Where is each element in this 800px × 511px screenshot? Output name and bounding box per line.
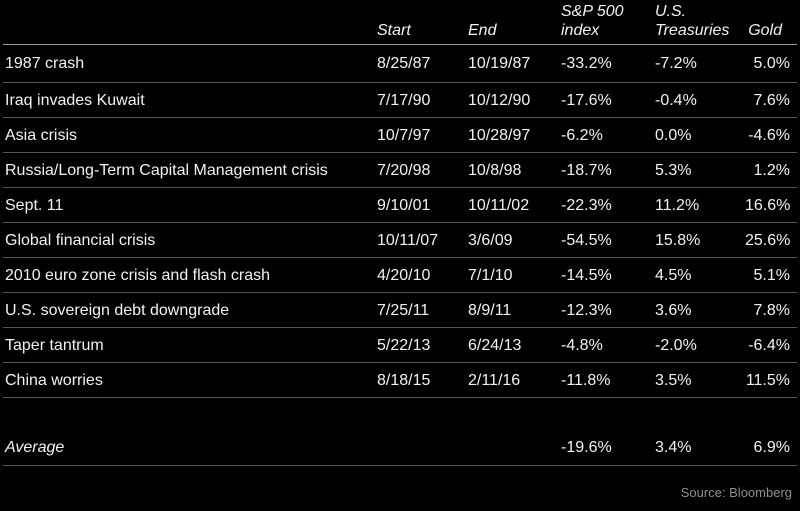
average-sp500-cell: -19.6% <box>561 439 612 456</box>
end-date-cell: 8/9/11 <box>468 301 512 319</box>
table-row: China worries 8/18/15 2/11/16 -11.8% 3.5… <box>3 363 797 398</box>
average-treasuries-cell: 3.4% <box>655 439 692 456</box>
crisis-returns-table: Start End S&P 500 index U.S. Treasuries … <box>3 0 797 466</box>
table-row: Global financial crisis 10/11/07 3/6/09 … <box>3 223 797 258</box>
end-date-cell: 10/28/97 <box>468 126 531 144</box>
event-cell: Asia crisis <box>5 126 78 144</box>
event-cell: 2010 euro zone crisis and flash crash <box>5 266 271 284</box>
gold-cell: 5.1% <box>753 266 790 284</box>
gold-cell: -4.6% <box>748 126 790 144</box>
end-date-cell: 2/11/16 <box>468 371 521 389</box>
start-date-cell: 8/25/87 <box>377 55 431 72</box>
table-row: Asia crisis 10/7/97 10/28/97 -6.2% 0.0% … <box>3 118 797 153</box>
treasuries-cell: 0.0% <box>655 126 692 144</box>
event-cell: Iraq invades Kuwait <box>5 91 145 109</box>
header-sp500-index: S&P 500 index <box>561 3 624 39</box>
table-row: Russia/Long-Term Capital Management cris… <box>3 153 797 188</box>
source-credit: Source: Bloomberg <box>680 485 792 500</box>
start-date-cell: 7/25/11 <box>377 301 430 319</box>
sp500-cell: -12.3% <box>561 301 612 319</box>
gold-cell: 7.8% <box>753 301 790 319</box>
gold-cell: 7.6% <box>753 91 790 109</box>
start-date-cell: 10/7/97 <box>377 126 431 144</box>
event-cell: China worries <box>5 371 103 389</box>
header-end: End <box>468 22 497 39</box>
header-gold: Gold <box>748 22 782 39</box>
sp500-cell: -33.2% <box>561 55 612 72</box>
sp500-cell: -4.8% <box>561 336 603 354</box>
header-us-treasuries: U.S. Treasuries <box>655 3 730 39</box>
sp500-cell: -22.3% <box>561 196 612 214</box>
treasuries-cell: 4.5% <box>655 266 692 284</box>
average-gold-cell: 6.9% <box>753 439 790 456</box>
event-cell: U.S. sovereign debt downgrade <box>5 301 230 319</box>
start-date-cell: 7/17/90 <box>377 91 431 109</box>
average-label: Average <box>5 439 65 456</box>
end-date-cell: 10/19/87 <box>468 55 531 72</box>
table-row: Sept. 11 9/10/01 10/11/02 -22.3% 11.2% 1… <box>3 188 797 223</box>
gold-cell: -6.4% <box>748 336 790 354</box>
event-cell: Sept. 11 <box>5 196 64 214</box>
sp500-cell: -11.8% <box>561 371 611 389</box>
table-row: 2010 euro zone crisis and flash crash 4/… <box>3 258 797 293</box>
sp500-cell: -54.5% <box>561 231 612 249</box>
gold-cell: 1.2% <box>753 161 790 179</box>
end-date-cell: 7/1/10 <box>468 266 513 284</box>
end-date-cell: 10/8/98 <box>468 161 522 179</box>
header-start: Start <box>377 22 411 39</box>
event-cell: Global financial crisis <box>5 231 156 249</box>
end-date-cell: 10/11/02 <box>468 196 530 214</box>
end-date-cell: 10/12/90 <box>468 91 531 109</box>
start-date-cell: 4/20/10 <box>377 266 431 284</box>
end-date-cell: 3/6/09 <box>468 231 513 249</box>
table-row: 1987 crash 8/25/87 10/19/87 -33.2% -7.2%… <box>3 45 797 83</box>
start-date-cell: 9/10/01 <box>377 196 431 214</box>
gold-cell: 16.6% <box>745 196 791 214</box>
treasuries-cell: -7.2% <box>655 55 697 72</box>
event-cell: 1987 crash <box>5 55 85 72</box>
treasuries-cell: 3.6% <box>655 301 692 319</box>
treasuries-cell: 11.2% <box>655 196 700 214</box>
treasuries-cell: -2.0% <box>655 336 697 354</box>
treasuries-cell: 15.8% <box>655 231 701 249</box>
treasuries-cell: 3.5% <box>655 371 692 389</box>
treasuries-cell: -0.4% <box>655 91 697 109</box>
event-cell: Taper tantrum <box>5 336 104 354</box>
sp500-cell: -14.5% <box>561 266 612 284</box>
average-row: Average -19.6% 3.4% 6.9% <box>3 430 797 466</box>
start-date-cell: 8/18/15 <box>377 371 431 389</box>
gold-cell: 25.6% <box>745 231 791 249</box>
sp500-cell: -18.7% <box>561 161 612 179</box>
event-cell: Russia/Long-Term Capital Management cris… <box>5 161 328 179</box>
table-row: U.S. sovereign debt downgrade 7/25/11 8/… <box>3 293 797 328</box>
start-date-cell: 5/22/13 <box>377 336 431 354</box>
start-date-cell: 10/11/07 <box>377 231 439 249</box>
gold-cell: 11.5% <box>745 371 790 389</box>
table-row: Iraq invades Kuwait 7/17/90 10/12/90 -17… <box>3 83 797 118</box>
sp500-cell: -17.6% <box>561 91 612 109</box>
gold-cell: 5.0% <box>753 55 790 72</box>
table-header-row: Start End S&P 500 index U.S. Treasuries … <box>3 0 797 45</box>
sp500-cell: -6.2% <box>561 126 603 144</box>
start-date-cell: 7/20/98 <box>377 161 431 179</box>
end-date-cell: 6/24/13 <box>468 336 522 354</box>
table-row: Taper tantrum 5/22/13 6/24/13 -4.8% -2.0… <box>3 328 797 363</box>
treasuries-cell: 5.3% <box>655 161 692 179</box>
